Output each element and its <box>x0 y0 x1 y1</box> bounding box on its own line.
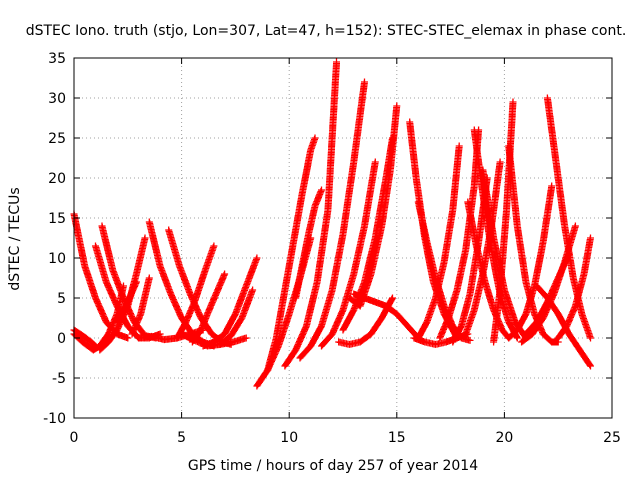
plot-frame <box>73 57 613 419</box>
series-markers <box>554 234 594 342</box>
series-markers <box>318 158 379 350</box>
series-pass-17 <box>264 134 319 374</box>
series-markers <box>505 142 562 346</box>
y-tick-label: 25 <box>48 131 66 147</box>
series-markers <box>281 58 340 370</box>
series-markers <box>543 94 594 342</box>
series-pass-19 <box>296 78 368 362</box>
series-pass-15 <box>216 286 257 348</box>
series-markers <box>522 250 573 338</box>
series-pass-12 <box>173 242 218 342</box>
y-tick-label: 15 <box>48 211 66 227</box>
series-markers <box>128 274 153 338</box>
series-pass-35 <box>464 198 513 342</box>
series-pass-42 <box>554 234 594 342</box>
series-pass-25 <box>335 294 396 348</box>
y-tick-label: -5 <box>52 371 66 387</box>
series-markers <box>292 186 325 302</box>
y-tick-label: 20 <box>48 171 66 187</box>
data-marks <box>70 58 594 390</box>
series-pass-29 <box>414 142 463 342</box>
y-tick-label: -10 <box>43 411 66 427</box>
series-pass-21 <box>318 158 379 350</box>
chart-title: dSTEC Iono. truth (stjo, Lon=307, Lat=47… <box>26 23 627 39</box>
series-markers <box>188 270 229 346</box>
series-markers <box>199 254 261 350</box>
series-pass-20 <box>292 186 325 302</box>
y-tick-label: 30 <box>48 91 66 107</box>
series-markers <box>264 134 319 374</box>
series-markers <box>296 78 368 362</box>
series-pass-18 <box>281 58 340 370</box>
series-pass-6 <box>113 278 140 326</box>
x-tick-label: 0 <box>70 430 79 446</box>
series-pass-8 <box>128 274 153 338</box>
series-pass-40 <box>543 94 594 342</box>
x-tick-label: 5 <box>177 430 186 446</box>
y-axis-label: dSTEC / TECUs <box>7 187 23 290</box>
y-tick-label: 10 <box>48 251 66 267</box>
series-pass-38 <box>505 182 556 342</box>
series-markers <box>92 242 164 342</box>
series-pass-37 <box>505 142 562 346</box>
y-tick-label: 35 <box>48 51 66 67</box>
series-pass-43 <box>522 250 573 338</box>
x-tick-label: 25 <box>603 430 621 446</box>
series-markers <box>335 294 396 348</box>
series-pass-14 <box>199 254 261 350</box>
series-pass-3 <box>92 242 164 342</box>
series-markers <box>173 242 218 342</box>
series-markers <box>216 286 257 348</box>
series-markers <box>113 278 140 326</box>
series-markers <box>464 198 513 342</box>
series-pass-13 <box>188 270 229 346</box>
series-markers <box>505 182 556 342</box>
x-axis-label: GPS time / hours of day 257 of year 2014 <box>188 458 478 474</box>
x-tick-label: 10 <box>280 430 298 446</box>
y-tick-label: 0 <box>57 331 66 347</box>
x-tick-label: 20 <box>495 430 513 446</box>
x-tick-label: 15 <box>388 430 406 446</box>
y-tick-label: 5 <box>57 291 66 307</box>
series-markers <box>414 142 463 342</box>
